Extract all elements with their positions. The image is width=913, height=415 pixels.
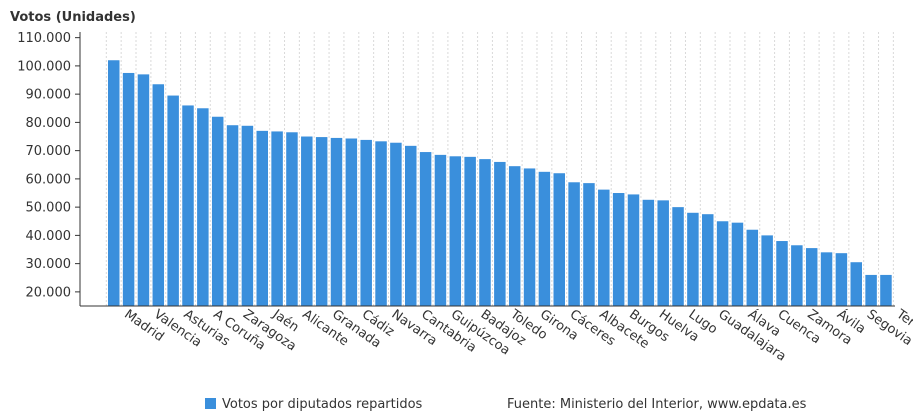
y-tick-label: 30.000 <box>26 257 72 272</box>
bar <box>464 156 476 306</box>
bar <box>375 141 387 306</box>
bar <box>687 212 699 306</box>
bar <box>449 156 462 306</box>
bar <box>434 154 447 306</box>
bar <box>598 189 610 306</box>
bar <box>716 221 729 306</box>
bar <box>583 183 595 306</box>
bar <box>508 166 521 306</box>
bar <box>835 253 848 306</box>
bar <box>226 125 239 306</box>
bar <box>315 137 328 306</box>
bar <box>731 222 744 306</box>
bar <box>880 274 892 306</box>
bar <box>360 139 372 306</box>
bar <box>642 199 655 306</box>
bar <box>197 108 209 307</box>
bar <box>330 137 343 306</box>
bar <box>791 245 803 306</box>
bar <box>286 132 298 306</box>
bar <box>419 152 432 306</box>
bar <box>627 194 640 306</box>
y-tick-label: 60.000 <box>26 172 72 187</box>
y-tick-label: 50.000 <box>26 201 72 216</box>
bar <box>523 168 536 306</box>
bar <box>108 60 120 306</box>
bar <box>672 207 684 306</box>
bar <box>702 214 714 306</box>
bar <box>167 95 179 306</box>
legend: Votos por diputados repartidos <box>205 397 423 412</box>
y-tick-label: 110.000 <box>17 31 71 46</box>
y-tick-label: 80.000 <box>26 116 72 131</box>
bar <box>865 274 877 306</box>
y-tick-label: 70.000 <box>26 144 72 159</box>
bar <box>612 193 625 306</box>
bar <box>479 159 491 306</box>
bar <box>776 241 788 306</box>
bar <box>345 138 358 306</box>
bar <box>137 74 150 307</box>
bar <box>820 252 833 306</box>
bar <box>301 136 313 306</box>
bar <box>850 262 862 306</box>
bar <box>182 105 194 306</box>
bar <box>568 182 580 306</box>
y-tick-label: 20.000 <box>26 285 72 300</box>
bar <box>241 125 254 307</box>
y-axis-ticks: 110.000 100.000 90.000 80.000 70.000 60.000 50… <box>17 31 80 300</box>
bar <box>122 72 135 306</box>
grid-lines <box>105 32 894 306</box>
bar <box>657 200 669 306</box>
bar <box>746 229 759 306</box>
bar <box>152 84 165 307</box>
bar <box>390 142 402 306</box>
y-tick-label: 40.000 <box>26 229 72 244</box>
bar <box>271 131 283 306</box>
y-tick-label: 90.000 <box>26 88 72 103</box>
bar <box>553 173 565 306</box>
bar <box>494 161 506 306</box>
legend-swatch <box>205 398 216 409</box>
bar <box>805 248 818 306</box>
bar <box>256 130 268 306</box>
bar <box>405 145 417 306</box>
bar <box>761 235 773 306</box>
legend-label: Votos por diputados repartidos <box>222 397 423 412</box>
bar <box>538 171 551 306</box>
y-axis-title: Votos (Unidades) <box>10 10 136 25</box>
bar <box>211 116 224 306</box>
bars <box>108 60 892 307</box>
y-tick-label: 100.000 <box>17 59 71 74</box>
source-note: Fuente: Ministerio del Interior, www.epd… <box>507 397 807 412</box>
